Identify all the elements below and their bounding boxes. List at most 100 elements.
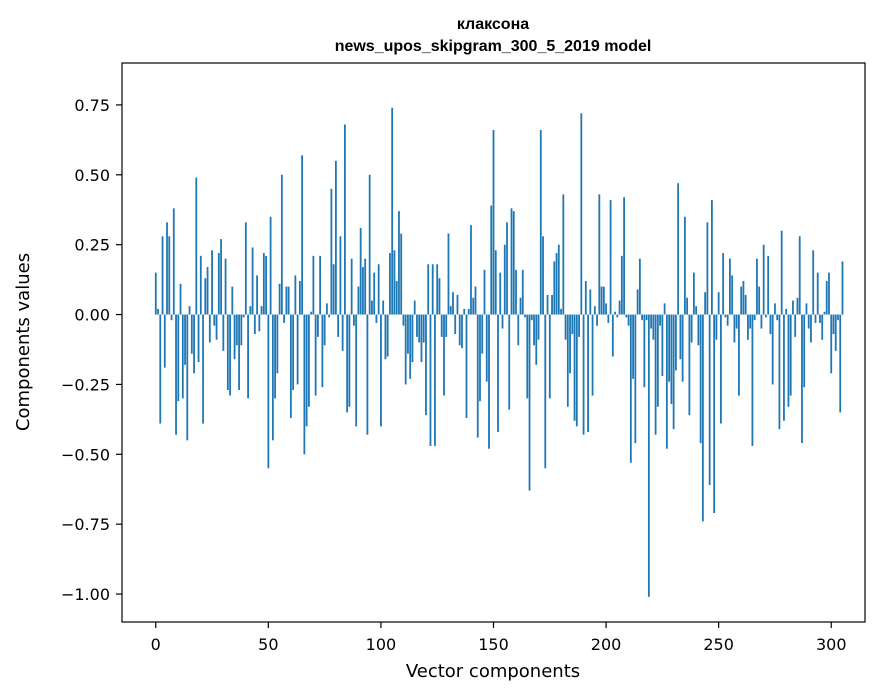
- bar-250: [717, 292, 720, 315]
- bar-279: [783, 314, 785, 421]
- bar-240: [695, 306, 698, 315]
- bar-270: [762, 244, 765, 315]
- bar-186: [573, 314, 576, 421]
- bar-82: [339, 236, 342, 315]
- bar-222: [654, 314, 657, 435]
- bar-212: [632, 314, 634, 379]
- bar-63: [296, 314, 299, 385]
- bar-16: [190, 314, 193, 354]
- x-tick-label: 200: [591, 635, 622, 654]
- bar-58: [285, 286, 288, 315]
- bar-19: [197, 314, 200, 363]
- bar-280: [785, 308, 788, 315]
- bar-61: [292, 314, 295, 391]
- bar-132: [452, 292, 454, 315]
- bar-238: [690, 314, 693, 343]
- bar-237: [688, 314, 691, 416]
- bar-137: [463, 308, 466, 315]
- bar-232: [677, 183, 680, 315]
- bar-176: [551, 294, 553, 315]
- chart-subtitle: news_upos_skipgram_300_5_2019 model: [335, 38, 652, 55]
- bar-102: [384, 314, 387, 360]
- chart-title: клаксона: [457, 16, 529, 33]
- bar-20: [199, 255, 202, 315]
- bar-164: [524, 314, 526, 318]
- bar-286: [798, 236, 801, 315]
- bar-91: [359, 227, 362, 315]
- bar-128: [443, 314, 445, 396]
- bar-80: [334, 160, 337, 315]
- bar-281: [787, 314, 790, 407]
- bar-24: [208, 314, 211, 343]
- bar-29: [220, 239, 222, 315]
- bar-223: [656, 314, 659, 407]
- bar-271: [765, 314, 767, 318]
- bar-51: [269, 216, 272, 315]
- bar-189: [580, 113, 583, 315]
- bar-12: [181, 314, 184, 399]
- bar-170: [537, 314, 540, 340]
- bar-285: [796, 297, 799, 315]
- bar-203: [611, 314, 614, 357]
- bar-293: [814, 314, 817, 323]
- bar-38: [240, 314, 243, 346]
- bar-283: [792, 300, 794, 315]
- bar-269: [760, 314, 763, 329]
- y-tick-label: 0.50: [74, 166, 110, 185]
- y-tick-label: −1.00: [61, 585, 110, 604]
- bar-299: [828, 272, 830, 315]
- bar-184: [569, 314, 571, 374]
- y-tick-label: −0.50: [61, 445, 110, 464]
- bar-229: [670, 314, 673, 404]
- bar-30: [222, 314, 225, 351]
- bar-230: [672, 314, 675, 430]
- bar-204: [614, 311, 616, 315]
- bar-133: [454, 314, 457, 335]
- bar-220: [650, 314, 653, 329]
- bar-156: [506, 222, 508, 315]
- bar-125: [436, 264, 439, 315]
- bar-116: [416, 314, 418, 337]
- bar-256: [731, 275, 734, 315]
- bar-159: [512, 211, 515, 315]
- bar-155: [503, 244, 506, 315]
- bar-53: [274, 314, 276, 399]
- bar-243: [701, 314, 704, 522]
- bar-41: [247, 314, 249, 399]
- bar-49: [265, 255, 267, 315]
- bar-153: [499, 272, 502, 315]
- bar-1: [157, 308, 159, 315]
- bar-100: [380, 314, 382, 427]
- bar-215: [638, 258, 641, 315]
- bar-253: [724, 314, 727, 318]
- bar-109: [400, 233, 403, 315]
- bar-127: [440, 314, 443, 337]
- bar-193: [589, 289, 592, 315]
- bar-241: [697, 314, 700, 346]
- bar-77: [328, 314, 331, 318]
- bar-272: [767, 255, 770, 315]
- bar-161: [517, 314, 520, 346]
- bar-296: [821, 314, 824, 340]
- bar-288: [803, 314, 806, 388]
- x-tick-label: 50: [258, 635, 278, 654]
- bar-99: [377, 264, 380, 315]
- bar-143: [476, 314, 479, 438]
- bar-43: [251, 247, 254, 315]
- bar-130: [447, 233, 450, 315]
- bar-59: [287, 286, 290, 315]
- bar-260: [740, 286, 743, 315]
- x-tick-label: 0: [151, 635, 161, 654]
- bar-120: [425, 314, 427, 416]
- bar-115: [413, 300, 416, 315]
- bar-21: [202, 314, 204, 424]
- bar-17: [193, 314, 195, 374]
- bar-192: [587, 314, 589, 432]
- bar-166: [528, 314, 531, 491]
- bar-144: [479, 314, 481, 402]
- bar-139: [467, 308, 470, 315]
- bar-3: [161, 236, 164, 315]
- bar-205: [616, 314, 619, 318]
- bar-68: [307, 314, 310, 407]
- bar-138: [465, 314, 468, 418]
